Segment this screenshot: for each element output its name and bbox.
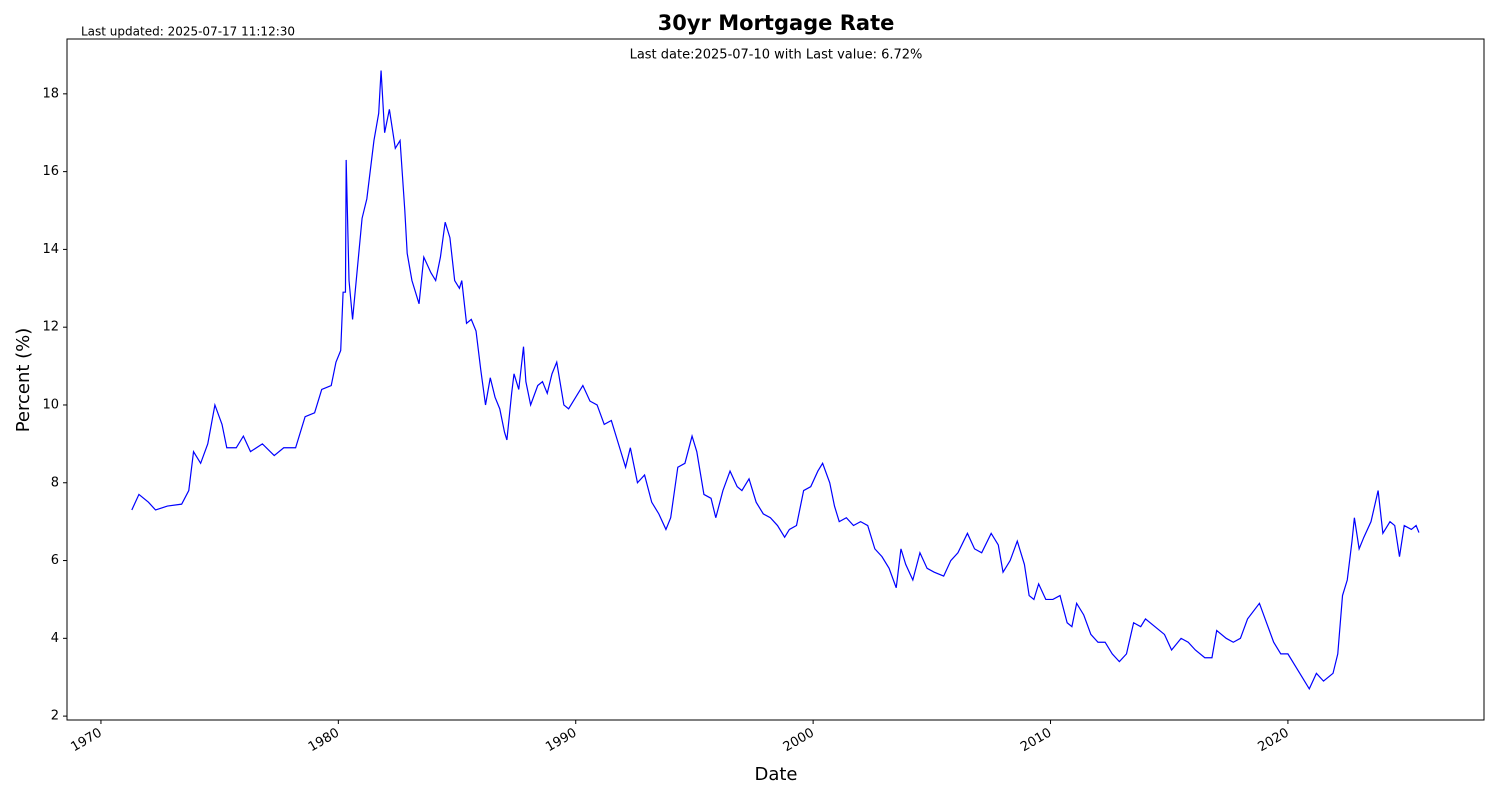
y-tick-label: 4 xyxy=(51,631,59,646)
y-axis-label: Percent (%) xyxy=(13,328,34,433)
x-axis-label: Date xyxy=(754,764,797,785)
y-tick-label: 8 xyxy=(51,475,59,490)
subtitle: Last date:2025-07-10 with Last value: 6.… xyxy=(630,48,923,63)
y-tick-label: 12 xyxy=(42,320,59,335)
y-tick-label: 16 xyxy=(42,164,59,179)
plot-frame xyxy=(66,38,1485,721)
y-tick-label: 10 xyxy=(42,397,59,412)
y-tick-label: 6 xyxy=(51,553,59,568)
y-tick-label: 2 xyxy=(51,709,59,724)
line xyxy=(131,70,1420,691)
annotation: Last updated: 2025-07-17 11:12:30 xyxy=(81,25,295,39)
chart-title: 30yr Mortgage Rate xyxy=(658,11,895,35)
y-tick-label: 14 xyxy=(42,242,59,257)
y-tick-label: 18 xyxy=(42,86,59,101)
